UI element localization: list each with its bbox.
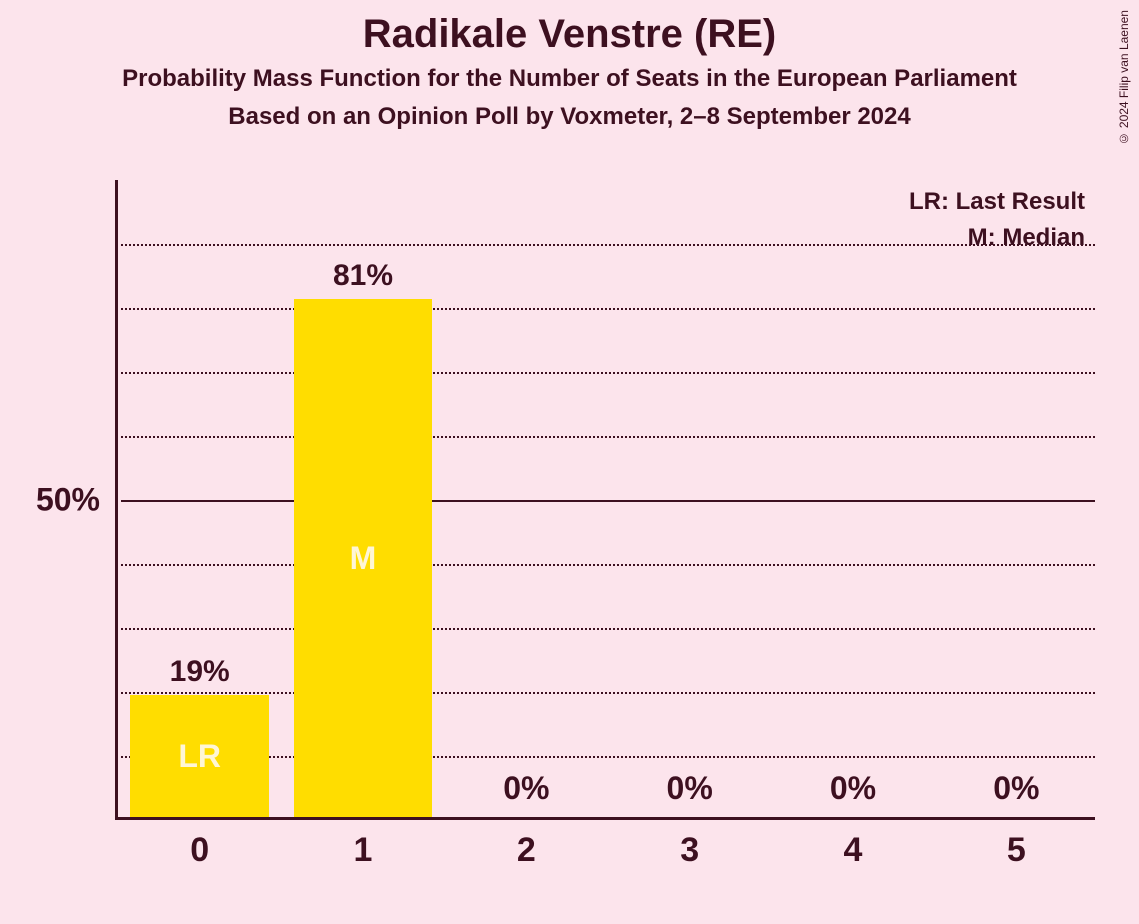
title-main: Radikale Venstre (RE) <box>0 12 1139 57</box>
copyright-label: © 2024 Filip van Laenen <box>1117 10 1131 145</box>
legend-lr: LR: Last Result <box>909 184 1085 220</box>
x-tick-label: 3 <box>680 817 699 870</box>
x-tick-label: 1 <box>354 817 373 870</box>
bar-value-label: 81% <box>294 259 433 299</box>
bar-marker-label: LR <box>130 738 269 775</box>
gridline-minor <box>121 244 1095 246</box>
x-tick-label: 4 <box>844 817 863 870</box>
plot-area: LR: Last Result M: Median 50%019%LR181%M… <box>115 180 1095 820</box>
gridline-minor <box>121 564 1095 566</box>
x-tick-label: 2 <box>517 817 536 870</box>
bar-value-label: 0% <box>935 770 1098 817</box>
chart-area: LR: Last Result M: Median 50%019%LR181%M… <box>115 180 1105 860</box>
bar: 19%LR <box>130 695 269 817</box>
bar-value-label: 0% <box>771 770 934 817</box>
y-axis-label: 50% <box>36 482 118 519</box>
title-subtitle-2: Based on an Opinion Poll by Voxmeter, 2–… <box>0 103 1139 131</box>
bar-value-label: 0% <box>608 770 771 817</box>
gridline-minor <box>121 628 1095 630</box>
chart-titles: Radikale Venstre (RE) Probability Mass F… <box>0 0 1139 131</box>
bar-value-label: 19% <box>130 655 269 695</box>
bar-marker-label: M <box>294 540 433 577</box>
bar: 81%M <box>294 299 433 817</box>
gridline-minor <box>121 372 1095 374</box>
gridline-minor <box>121 308 1095 310</box>
title-subtitle-1: Probability Mass Function for the Number… <box>0 65 1139 93</box>
x-tick-label: 5 <box>1007 817 1026 870</box>
gridline-major <box>121 500 1095 502</box>
x-tick-label: 0 <box>190 817 209 870</box>
legend-m: M: Median <box>909 220 1085 256</box>
bar-value-label: 0% <box>445 770 608 817</box>
gridline-minor <box>121 436 1095 438</box>
